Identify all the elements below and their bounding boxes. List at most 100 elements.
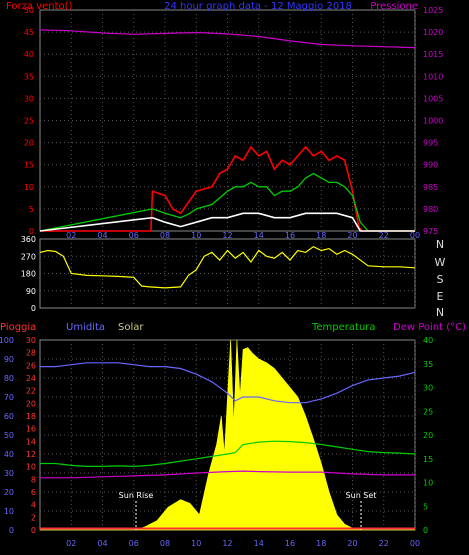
temperature-solar-axes: 02 04 06 08 10 12 14 16 18 20 22 000102030405060708…: [0, 336, 433, 548]
umidita-tick-label: 10: [4, 507, 14, 516]
umidita-line: [40, 362, 416, 404]
x-tick-label: 18: [316, 231, 326, 240]
pioggia-tick-label: 22: [26, 387, 36, 396]
pioggia-tick-label: 0: [31, 526, 36, 535]
temperature-solar-series: [40, 339, 416, 531]
temperatura-tick-label: 15: [423, 455, 433, 464]
pressure-tick-label: 1005: [423, 94, 443, 103]
wind-direction-grid: [40, 239, 416, 308]
pressure-tick-label: 975: [423, 227, 438, 236]
wind-axis-ticks: 0 5 10 15 20 25 30 35 40 45 50: [24, 6, 34, 236]
pioggia-tick-label: 10: [26, 463, 36, 472]
pioggia-tick-label: 26: [26, 361, 36, 370]
pressure-line: [39, 29, 416, 49]
temperature-solar-panel: 02 04 06 08 10 12 14 16 18 20 22 000102030405060708…: [0, 322, 466, 548]
x-tick-label: 08: [160, 539, 170, 548]
pressure-tick-label: 1020: [423, 28, 443, 37]
wind-average-line: [39, 172, 415, 232]
wind-tick-label: 35: [24, 72, 34, 81]
umidita-tick-label: 60: [4, 412, 14, 421]
pressure-tick-label: 980: [423, 205, 438, 214]
temperatura-tick-label: 20: [423, 431, 433, 440]
wind-direction-line: [39, 246, 416, 289]
pressure-tick-label: 985: [423, 183, 438, 192]
x-tick-label: 08: [160, 231, 170, 240]
dir-label-e: E: [437, 290, 444, 303]
x-tick-label: 22: [379, 539, 389, 548]
x-tick-label: 04: [97, 231, 107, 240]
sunrise-annotation: Sun Rise: [119, 491, 154, 500]
pioggia-tick-label: 20: [26, 399, 36, 408]
pressure-axis-label: Pressione: [370, 1, 418, 12]
pioggia-tick-label: 16: [26, 425, 36, 434]
pioggia-label: Pioggia: [0, 322, 36, 333]
pioggia-tick-label: 12: [26, 450, 36, 459]
pioggia-tick-label: 6: [31, 488, 36, 497]
pressure-axis-ticks: 975 980 985 990 995 1000 1005 1010 1015 1020 1025: [423, 6, 443, 236]
pioggia-tick-label: 28: [26, 349, 36, 358]
wind-min-line: [39, 212, 415, 232]
umidita-tick-label: 100: [0, 336, 14, 345]
pressure-tick-label: 1000: [423, 117, 443, 126]
wind-pressure-series: [39, 29, 416, 232]
temperatura-tick-label: 40: [423, 336, 433, 345]
x-tick-label: 04: [97, 539, 107, 548]
pioggia-tick-label: 18: [26, 412, 36, 421]
wind-tick-label: 40: [24, 50, 34, 59]
direction-tick-label: 0: [31, 304, 36, 313]
x-tick-label: 12: [222, 231, 232, 240]
pioggia-tick-label: 30: [26, 336, 36, 345]
umidita-tick-label: 30: [4, 469, 14, 478]
dir-label-n-bottom: N: [436, 306, 444, 319]
x-tick-label: 02: [66, 231, 76, 240]
pioggia-tick-label: 14: [26, 437, 36, 446]
umidita-tick-label: 0: [9, 526, 14, 535]
x-tick-label: 22: [379, 231, 389, 240]
temperature-solar-grid: [40, 340, 416, 530]
wind-tick-label: 45: [24, 28, 34, 37]
temperatura-tick-label: 0: [423, 526, 428, 535]
pressure-tick-label: 995: [423, 139, 438, 148]
wind-tick-label: 0: [29, 227, 34, 236]
direction-tick-label: 360: [21, 235, 36, 244]
wind-tick-label: 30: [24, 94, 34, 103]
sunset-annotation: Sun Set: [346, 491, 377, 500]
x-tick-label: 00: [410, 231, 420, 240]
x-tick-label: 20: [347, 231, 357, 240]
wind-x-axis-ticks: 02 04 06 08 10 12 14 16 18 20 22 00: [66, 231, 420, 240]
umidita-label: Umidita: [66, 322, 105, 333]
x-tick-label: 18: [316, 539, 326, 548]
wind-direction-series: [39, 246, 416, 289]
dewpoint-line: [40, 470, 415, 479]
x-tick-label: 06: [129, 539, 139, 548]
dir-label-w: W: [435, 256, 446, 269]
pioggia-tick-label: 24: [26, 374, 36, 383]
x-tick-label: 10: [191, 539, 201, 548]
x-tick-label: 02: [66, 539, 76, 548]
temperatura-tick-label: 5: [423, 502, 428, 511]
x-tick-label: 06: [129, 231, 139, 240]
pioggia-tick-label: 4: [31, 501, 36, 510]
x-tick-label: 00: [410, 539, 420, 548]
temperatura-tick-label: 30: [423, 384, 433, 393]
umidita-tick-label: 90: [4, 355, 14, 364]
temperatura-tick-label: 25: [423, 407, 433, 416]
direction-tick-label: 270: [21, 252, 36, 261]
umidita-tick-label: 70: [4, 393, 14, 402]
pioggia-tick-label: 2: [31, 513, 36, 522]
umidita-tick-label: 50: [4, 431, 14, 440]
direction-axis-ticks: 0 90 180 270 360: [21, 235, 36, 313]
wind-tick-label: 15: [24, 161, 34, 170]
x-tick-label: 20: [347, 539, 357, 548]
chart-title: 24 hour graph data - 12 Maggio 2018: [164, 1, 352, 12]
umidita-tick-label: 80: [4, 374, 14, 383]
dir-label-n-top: N: [436, 238, 444, 251]
dewpoint-label: Dew Point (°C): [393, 322, 466, 333]
wind-tick-label: 50: [24, 6, 34, 15]
x-tick-label: 16: [285, 231, 295, 240]
wind-tick-label: 5: [29, 205, 34, 214]
umidita-tick-label: 40: [4, 450, 14, 459]
solar-label: Solar: [118, 322, 144, 333]
dir-label-s: S: [437, 273, 444, 286]
